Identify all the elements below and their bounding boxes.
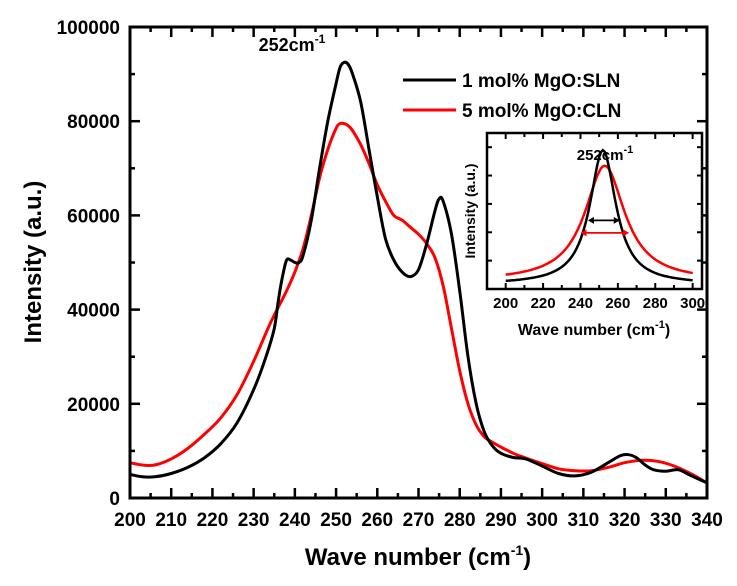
inset-x-tick-label: 220 — [531, 295, 556, 312]
inset-series-line-sln — [505, 148, 693, 283]
inset-peak-annotation-sup: -1 — [623, 144, 633, 156]
peak-annotation-text: 252cm — [259, 35, 315, 55]
x-tick-label: 220 — [197, 510, 229, 531]
x-tick-label: 270 — [403, 510, 435, 531]
inset-curves — [505, 148, 693, 283]
y-axis-ticks — [130, 25, 707, 500]
inset-x-axis-title-end: ) — [665, 322, 670, 339]
inset-y-axis-title: Intensity (a.u.) — [462, 164, 478, 259]
inset-x-axis-title-text: Wave number (cm — [518, 322, 655, 339]
legend: 1 mol% MgO:SLN 5 mol% MgO:CLN — [403, 71, 621, 122]
y-tick-label: 60000 — [67, 206, 120, 227]
x-tick-label: 300 — [526, 510, 558, 531]
inset-x-axis-title-sup: -1 — [655, 319, 665, 331]
x-tick-label: 310 — [568, 510, 600, 531]
series-line-sln — [129, 60, 708, 485]
inset-frame-bg — [487, 133, 702, 289]
y-tick-label: 40000 — [67, 301, 120, 322]
inset-x-tick-label: 280 — [643, 295, 668, 312]
inset-fwhm-arrows — [580, 216, 630, 237]
x-tick-label: 260 — [361, 510, 393, 531]
peak-annotation: 252cm-1 — [259, 32, 326, 55]
x-axis-title-end: ) — [523, 544, 531, 571]
x-tick-label: 250 — [320, 510, 352, 531]
y-axis-tick-labels: 0 20000 40000 60000 80000 100000 — [57, 18, 120, 510]
inset-x-tick-label: 260 — [605, 295, 630, 312]
y-tick-label: 0 — [109, 489, 120, 510]
x-tick-label: 290 — [485, 510, 517, 531]
inset-series-line-cln — [505, 164, 693, 276]
x-tick-label: 340 — [691, 510, 723, 531]
legend-label-cln: 5 mol% MgO:CLN — [462, 101, 621, 122]
fwhm-arrow-sln — [587, 216, 620, 224]
x-tick-label: 230 — [238, 510, 270, 531]
inset-x-tick-label: 200 — [493, 295, 518, 312]
fwhm-arrow-cln — [580, 229, 630, 237]
inset-ticks — [487, 133, 702, 289]
inset-x-tick-label: 240 — [568, 295, 593, 312]
y-tick-label: 20000 — [67, 395, 120, 416]
inset-frame — [485, 131, 704, 291]
x-axis-title: Wave number (cm-1) — [305, 542, 531, 571]
x-axis-title-text: Wave number (cm — [305, 544, 511, 571]
y-axis-title: Intensity (a.u.) — [20, 181, 47, 344]
series-line-cln — [129, 121, 708, 485]
x-axis-title-sup: -1 — [511, 542, 524, 558]
x-axis-tick-labels: 200 210 220 230 240 250 260 270 280 290 300 310 320 3… — [114, 510, 723, 531]
x-tick-label: 240 — [279, 510, 311, 531]
inset-x-axis-title: Wave number (cm-1) — [518, 319, 670, 339]
y-tick-label: 80000 — [67, 112, 120, 133]
x-tick-label: 280 — [444, 510, 476, 531]
x-tick-label: 210 — [155, 510, 187, 531]
x-tick-label: 320 — [609, 510, 641, 531]
peak-annotation-sup: -1 — [315, 32, 326, 46]
x-tick-label: 330 — [650, 510, 682, 531]
x-tick-label: 200 — [114, 510, 146, 531]
legend-label-sln: 1 mol% MgO:SLN — [462, 71, 620, 92]
inset-peak-annotation: 252cm-1 — [577, 144, 634, 164]
y-tick-label: 100000 — [57, 18, 120, 39]
x-axis-ticks — [128, 27, 709, 498]
inset-tick-labels: 200 220 240 260 280 300 — [493, 295, 705, 312]
main-curves — [129, 60, 708, 485]
inset-x-tick-label: 300 — [680, 295, 705, 312]
inset-peak-annotation-text: 252cm — [577, 147, 624, 164]
inset: 200 220 240 260 280 300 252cm-1 Intensity (a.… — [462, 131, 705, 339]
